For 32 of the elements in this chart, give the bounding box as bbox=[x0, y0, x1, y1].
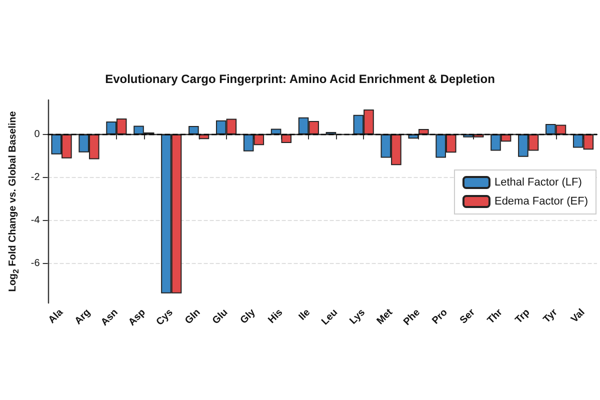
y-tick-label: -6 bbox=[30, 258, 40, 269]
y-axis-title: Log2 Fold Change vs. Global Baseline bbox=[8, 110, 20, 292]
x-tick-label: Ser bbox=[458, 307, 478, 326]
x-tick-label: Met bbox=[374, 306, 396, 328]
bar bbox=[281, 134, 292, 143]
x-tick-label: Lys bbox=[348, 306, 368, 327]
x-tick-label: Val bbox=[569, 306, 588, 326]
bar bbox=[270, 128, 282, 134]
x-tick-label: Pro bbox=[430, 307, 450, 327]
chart-title: Evolutionary Cargo Fingerprint: Amino Acid Enrichment & Depletion bbox=[105, 72, 495, 86]
x-tick-label: Cys bbox=[154, 306, 176, 328]
bar bbox=[188, 126, 199, 134]
x-tick-label: Ala bbox=[46, 306, 66, 326]
bar bbox=[418, 129, 429, 134]
x-tick-label: Tyr bbox=[541, 307, 560, 326]
x-tick-label: Asn bbox=[99, 307, 120, 328]
legend-label: Edema Factor (EF) bbox=[494, 196, 588, 208]
x-tick-label: Phe bbox=[402, 306, 423, 328]
x-tick-label: Thr bbox=[486, 307, 505, 326]
x-tick-label: Arg bbox=[72, 307, 93, 328]
legend-label: Lethal Factor (LF) bbox=[494, 176, 582, 188]
y-tick-label: -2 bbox=[30, 172, 40, 183]
x-tick-label: Asp bbox=[126, 307, 148, 328]
x-tick-label: Glu bbox=[210, 307, 230, 327]
x-tick-label: Ile bbox=[296, 306, 313, 323]
x-tick-label: Gly bbox=[238, 306, 258, 326]
y-tick-label: 0 bbox=[34, 128, 40, 140]
x-tick-label: Gln bbox=[183, 307, 203, 327]
x-tick-label: His bbox=[266, 306, 286, 326]
y-tick-label: -4 bbox=[30, 214, 40, 226]
x-tick-label: Trp bbox=[513, 307, 532, 326]
x-tick-label: Leu bbox=[320, 307, 340, 328]
